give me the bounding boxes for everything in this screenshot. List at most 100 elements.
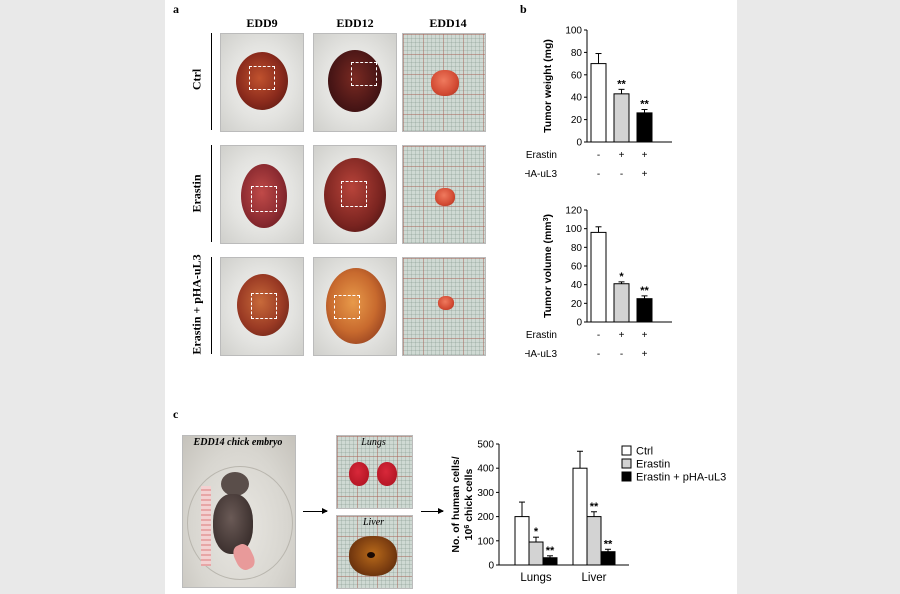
col-header-edd9: EDD9 (246, 16, 278, 30)
lungs-label: Lungs (361, 437, 386, 448)
photo-combo-edd12 (313, 257, 397, 356)
x-tick-label: Liver (582, 572, 607, 584)
col-header-edd12: EDD12 (336, 16, 374, 30)
condition-sign: + (642, 169, 648, 180)
y-tick-label: 100 (565, 26, 582, 37)
y-tick-label: 80 (571, 48, 583, 59)
y-tick-label: 20 (571, 115, 583, 126)
liver-label: Liver (362, 517, 385, 528)
bar (613, 283, 630, 323)
tumor-volume-chart: 0 20 40 60 80 100 120 Tumor volume (mm3) - - * + - **… (525, 206, 672, 360)
y-tick-label: 40 (571, 93, 583, 104)
y-tick-label: 40 (571, 280, 583, 291)
row-label-erastin-pha: Erastin + pHA-uL3 (189, 254, 204, 355)
figure-panel: a EDD9 EDD12 EDD14 Ctrl Erastin Erastin … (165, 0, 737, 594)
condition-sign: - (597, 330, 600, 341)
condition-sign: + (642, 150, 648, 161)
bar (590, 231, 607, 323)
row-label-ctrl: Ctrl (189, 68, 204, 91)
panel-b-letter: b (520, 2, 527, 16)
photo-ctrl-edd14 (402, 33, 486, 132)
bar (613, 93, 630, 143)
photo-erastin-edd14 (402, 145, 486, 244)
condition-label: Erastin (526, 150, 557, 161)
significance-mark: ** (604, 538, 613, 550)
arrow-organs-to-chart (421, 508, 444, 514)
legend-swatch (621, 458, 632, 469)
y-axis-label-line1: No. of human cells/ (450, 456, 462, 552)
bar (590, 63, 607, 143)
row-label-erastin: Erastin (189, 174, 204, 213)
y-tick-label: 300 (477, 488, 494, 499)
legend-swatch (621, 471, 632, 482)
significance-mark: ** (640, 99, 649, 111)
legend-swatch (621, 445, 632, 456)
condition-label: Erastin (526, 330, 557, 341)
photo-liver (336, 515, 413, 589)
photo-lungs (336, 435, 413, 509)
condition-sign: - (597, 150, 600, 161)
legend-label: Ctrl (636, 446, 653, 458)
y-axis-label: Tumor volume (mm3) (542, 214, 554, 318)
condition-sign: - (597, 349, 600, 360)
y-tick-label: 20 (571, 299, 583, 310)
row-divider-combo (211, 257, 212, 354)
bar (572, 467, 588, 566)
y-axis-label: Tumor weight (mg) (542, 39, 554, 133)
photo-combo-edd14 (402, 257, 486, 356)
significance-mark: ** (590, 501, 599, 513)
significance-mark: * (619, 271, 624, 283)
tumor-weight-chart: 0 20 40 60 80 100 Tumor weight (mg) - - ** + - ** + + E… (525, 26, 672, 180)
bar (636, 298, 653, 323)
condition-sign: + (619, 330, 625, 341)
y-tick-label: 100 (565, 224, 582, 235)
bar (600, 551, 616, 566)
col-header-edd14: EDD14 (429, 16, 467, 30)
y-tick-label: 200 (477, 512, 494, 523)
y-tick-label: 60 (571, 70, 583, 81)
legend-label: Erastin + pHA-uL3 (636, 472, 726, 484)
condition-label: pHA-uL3 (525, 349, 557, 360)
arrow-embryo-to-organs (303, 508, 328, 514)
y-tick-label: 500 (477, 440, 494, 451)
human-cells-chart: 0 100 200 300 400 500 No. of human cells/106 c… (450, 440, 726, 585)
photo-ctrl-edd9 (220, 33, 304, 132)
bar (636, 112, 653, 143)
row-divider-erastin (211, 145, 212, 242)
y-tick-label: 120 (565, 206, 582, 217)
y-tick-label: 80 (571, 243, 583, 254)
y-tick-label: 0 (576, 138, 582, 149)
photo-combo-edd9 (220, 257, 304, 356)
photo-ctrl-edd12 (313, 33, 397, 132)
y-axis-label-line2: 106 chick cells (463, 469, 475, 541)
condition-sign: - (597, 169, 600, 180)
legend-label: Erastin (636, 459, 670, 471)
condition-sign: + (642, 330, 648, 341)
significance-mark: ** (617, 78, 626, 90)
y-tick-label: 0 (488, 561, 494, 572)
y-tick-label: 400 (477, 464, 494, 475)
photo-chick-embryo (182, 435, 296, 588)
x-tick-label: Lungs (520, 572, 552, 584)
y-tick-label: 0 (576, 318, 582, 329)
bar (542, 557, 558, 566)
y-tick-label: 60 (571, 262, 583, 273)
row-divider-ctrl (211, 33, 212, 130)
y-tick-label: 100 (477, 536, 494, 547)
bar (514, 516, 530, 566)
significance-mark: ** (640, 285, 649, 297)
significance-mark: * (534, 526, 539, 538)
condition-sign: + (619, 150, 625, 161)
bar (528, 541, 544, 566)
condition-sign: - (620, 169, 623, 180)
photo-erastin-edd9 (220, 145, 304, 244)
panel-a-letter: a (173, 2, 179, 16)
panel-c-letter: c (173, 407, 179, 421)
embryo-label: EDD14 chick embryo (193, 437, 283, 448)
condition-label: pHA-uL3 (525, 169, 557, 180)
condition-sign: + (642, 349, 648, 360)
photo-erastin-edd12 (313, 145, 397, 244)
condition-sign: - (620, 349, 623, 360)
significance-mark: ** (546, 545, 555, 557)
bar (586, 516, 602, 566)
